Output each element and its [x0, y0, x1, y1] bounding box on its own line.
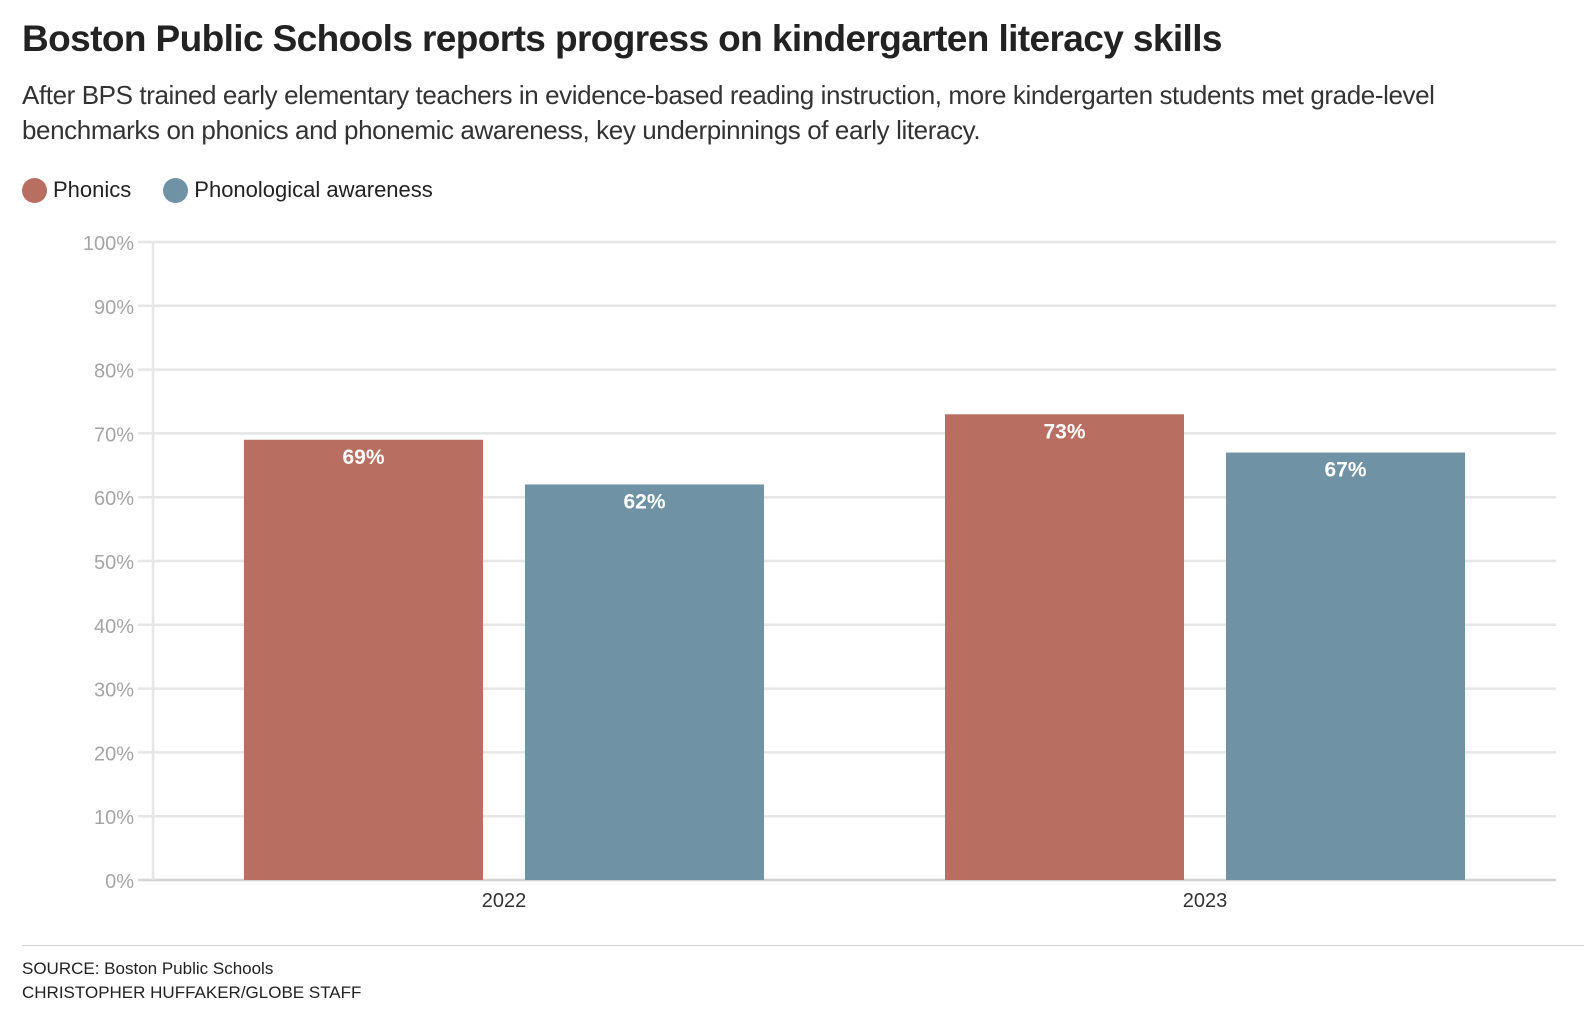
- credit-note: CHRISTOPHER HUFFAKER/GLOBE STAFF: [22, 983, 362, 1002]
- legend-label-phonological-awareness: Phonological awareness: [194, 177, 433, 202]
- legend-label-phonics: Phonics: [53, 177, 132, 202]
- y-tick-label: 60%: [94, 488, 134, 510]
- legend: Phonics Phonological awareness: [22, 174, 465, 206]
- y-tick-label: 70%: [94, 424, 134, 446]
- bar-2023-phonological-awareness: [1226, 452, 1465, 880]
- chart-subtitle: After BPS trained early elementary teach…: [22, 80, 1435, 145]
- data-label: 62%: [623, 490, 665, 513]
- bar-2022-phonics: [244, 439, 483, 880]
- y-tick-label: 0%: [105, 871, 134, 893]
- source-note: SOURCE: Boston Public Schools: [22, 959, 274, 978]
- legend-swatch-phonological-awareness: [163, 177, 189, 203]
- y-tick-label: 50%: [94, 552, 134, 574]
- y-tick-label: 100%: [83, 233, 134, 255]
- y-tick-label: 30%: [94, 680, 134, 702]
- chart-title: Boston Public Schools reports progress o…: [22, 18, 1222, 59]
- x-tick-label: 2022: [482, 890, 527, 912]
- y-tick-label: 10%: [94, 807, 134, 829]
- data-label: 73%: [1043, 420, 1085, 443]
- data-label: 69%: [342, 446, 384, 469]
- legend-item-phonological-awareness: Phonological awareness: [163, 177, 433, 203]
- y-tick-label: 20%: [94, 743, 134, 765]
- footer-divider: [22, 945, 1584, 946]
- y-axis-title: Percent meeting grade-level benchmark, k…: [42, 203, 65, 940]
- bar-2023-phonics: [945, 414, 1184, 880]
- legend-swatch-phonics: [22, 177, 47, 203]
- y-tick-label: 80%: [94, 361, 134, 383]
- y-tick-label: 90%: [94, 297, 134, 319]
- legend-item-phonics: Phonics: [22, 177, 131, 203]
- bar-2022-phonological-awareness: [525, 484, 764, 880]
- x-tick-label: 2023: [1183, 890, 1228, 912]
- bar-chart: 0% 10% 20% 30% 40% 50% 60% 70% 80% 90% 100% Percent…: [42, 203, 1556, 940]
- y-tick-label: 40%: [94, 616, 134, 638]
- data-label: 67%: [1324, 459, 1366, 482]
